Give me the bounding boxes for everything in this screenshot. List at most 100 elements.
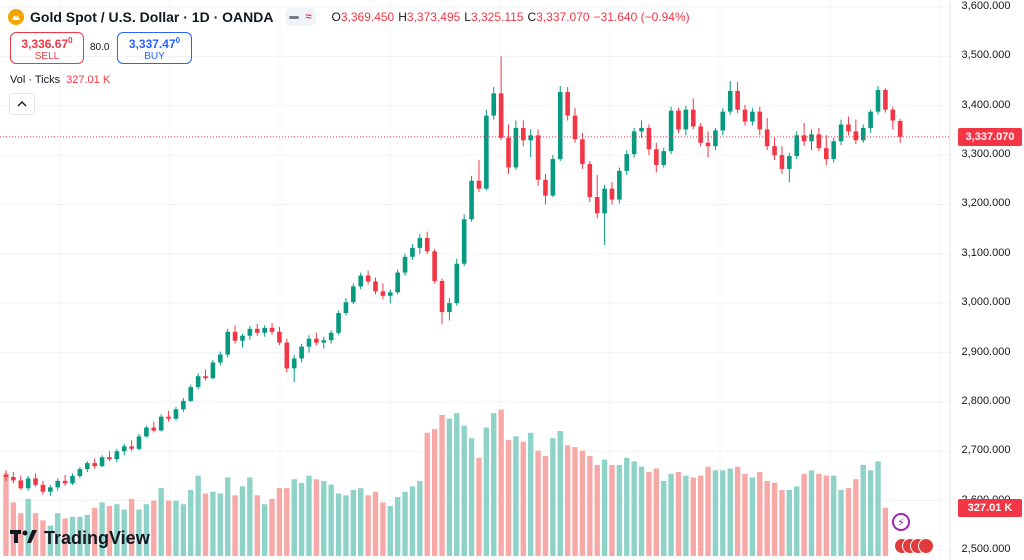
price-tick-label: 3,600.000	[961, 0, 1011, 12]
candle-body	[705, 142, 711, 147]
volume-bar	[801, 473, 807, 556]
candle-body	[284, 342, 290, 369]
buy-button[interactable]: 3,337.470 BUY	[117, 32, 192, 64]
volume-bar	[365, 495, 371, 556]
candle-body	[461, 219, 467, 264]
volume-bar	[358, 488, 364, 556]
volume-bar	[431, 429, 438, 556]
candle-body	[602, 188, 607, 214]
wave-icon[interactable]: ≈	[305, 11, 312, 23]
lightning-icon[interactable]: ⚡	[892, 513, 910, 531]
volume-bar	[202, 493, 209, 556]
candle-body	[387, 292, 393, 296]
candle-body	[801, 135, 807, 142]
candle	[831, 137, 836, 163]
candle-body	[336, 313, 341, 333]
volume-bar	[705, 466, 711, 556]
candle	[195, 373, 201, 390]
candle-body	[897, 121, 903, 137]
candle-body	[550, 159, 556, 196]
volume-bar	[40, 520, 46, 556]
candle	[883, 88, 888, 113]
candle-body	[498, 93, 504, 138]
candle	[439, 278, 445, 324]
price-tick-label: 2,800.000	[961, 394, 1011, 407]
candle	[624, 150, 630, 175]
candle-body	[158, 416, 164, 431]
volume-label: Vol · Ticks	[10, 74, 61, 86]
volume-bar	[609, 464, 615, 556]
price-tick-label: 3,000.000	[961, 296, 1011, 309]
candle	[461, 214, 467, 267]
candle	[609, 182, 615, 205]
volume-bar	[513, 436, 519, 556]
volume-bar	[661, 481, 667, 556]
volume-bar	[106, 506, 113, 556]
price-tick-label: 2,500.000	[961, 543, 1011, 555]
us-flag-icon[interactable]	[918, 538, 934, 554]
candle	[875, 85, 881, 115]
candle-body	[99, 457, 105, 467]
candle-body	[779, 155, 785, 169]
candle	[387, 289, 393, 304]
volume-bar	[47, 525, 54, 556]
volume-legend[interactable]: Vol · Ticks 327.01 K	[10, 74, 110, 86]
candle-body	[84, 463, 90, 470]
volume-bar	[875, 461, 881, 556]
volume-bar	[505, 439, 512, 556]
candle	[351, 283, 356, 305]
candle	[750, 108, 755, 126]
volume-bar	[394, 497, 401, 556]
volume-bar	[712, 470, 719, 556]
volume-bar	[328, 484, 334, 556]
indicator-controls[interactable]: ≈	[285, 8, 316, 26]
sell-button[interactable]: 3,336.670 SELL	[10, 32, 84, 64]
candle	[314, 332, 319, 346]
volume-bar	[653, 468, 660, 556]
ohlc-values: O3,369.450 H3,373.495 L3,325.115 C3,337.…	[332, 10, 690, 24]
volume-bar	[646, 472, 652, 556]
candle	[683, 105, 689, 136]
candle-body	[417, 238, 423, 248]
economic-events[interactable]	[894, 538, 944, 556]
volume-bar	[683, 475, 689, 556]
candle-body	[631, 131, 637, 155]
candle	[92, 458, 97, 469]
volume-bar	[579, 450, 586, 556]
volume-bar	[638, 466, 645, 556]
tradingview-logo[interactable]: TradingView	[10, 528, 150, 549]
candle	[262, 325, 267, 337]
candle-body	[646, 127, 652, 150]
volume-bar	[217, 493, 224, 556]
price-tick-label: 3,300.000	[961, 148, 1011, 161]
candle-body	[11, 476, 16, 481]
candle-body	[380, 291, 386, 296]
volume-bar	[779, 489, 785, 556]
candle-body	[875, 89, 881, 112]
candle-body	[365, 275, 371, 282]
candle	[424, 231, 430, 254]
volume-bar	[55, 513, 61, 556]
minus-icon[interactable]	[289, 15, 300, 19]
collapse-legend-button[interactable]	[9, 93, 35, 115]
candle-body	[114, 451, 120, 460]
buy-price-sup: 0	[175, 36, 181, 45]
symbol-title[interactable]: Gold Spot / U.S. Dollar · 1D · OANDA	[30, 9, 274, 25]
candle	[432, 248, 437, 284]
candle	[772, 137, 777, 161]
candle-body	[757, 111, 763, 130]
volume-bar	[498, 409, 504, 556]
candle-body	[55, 480, 61, 488]
volume-bar	[188, 489, 194, 556]
volume-bar	[520, 441, 526, 556]
candle-body	[528, 135, 533, 141]
volume-bar	[165, 500, 172, 556]
candle-body	[136, 436, 142, 449]
volume-bar	[284, 488, 290, 556]
candle-body	[210, 362, 216, 379]
ohlc-close: C3,337.070	[527, 10, 590, 24]
symbol-header: Gold Spot / U.S. Dollar · 1D · OANDA ≈ O…	[8, 6, 690, 28]
candle-body	[181, 400, 186, 410]
candle-body	[594, 197, 600, 214]
